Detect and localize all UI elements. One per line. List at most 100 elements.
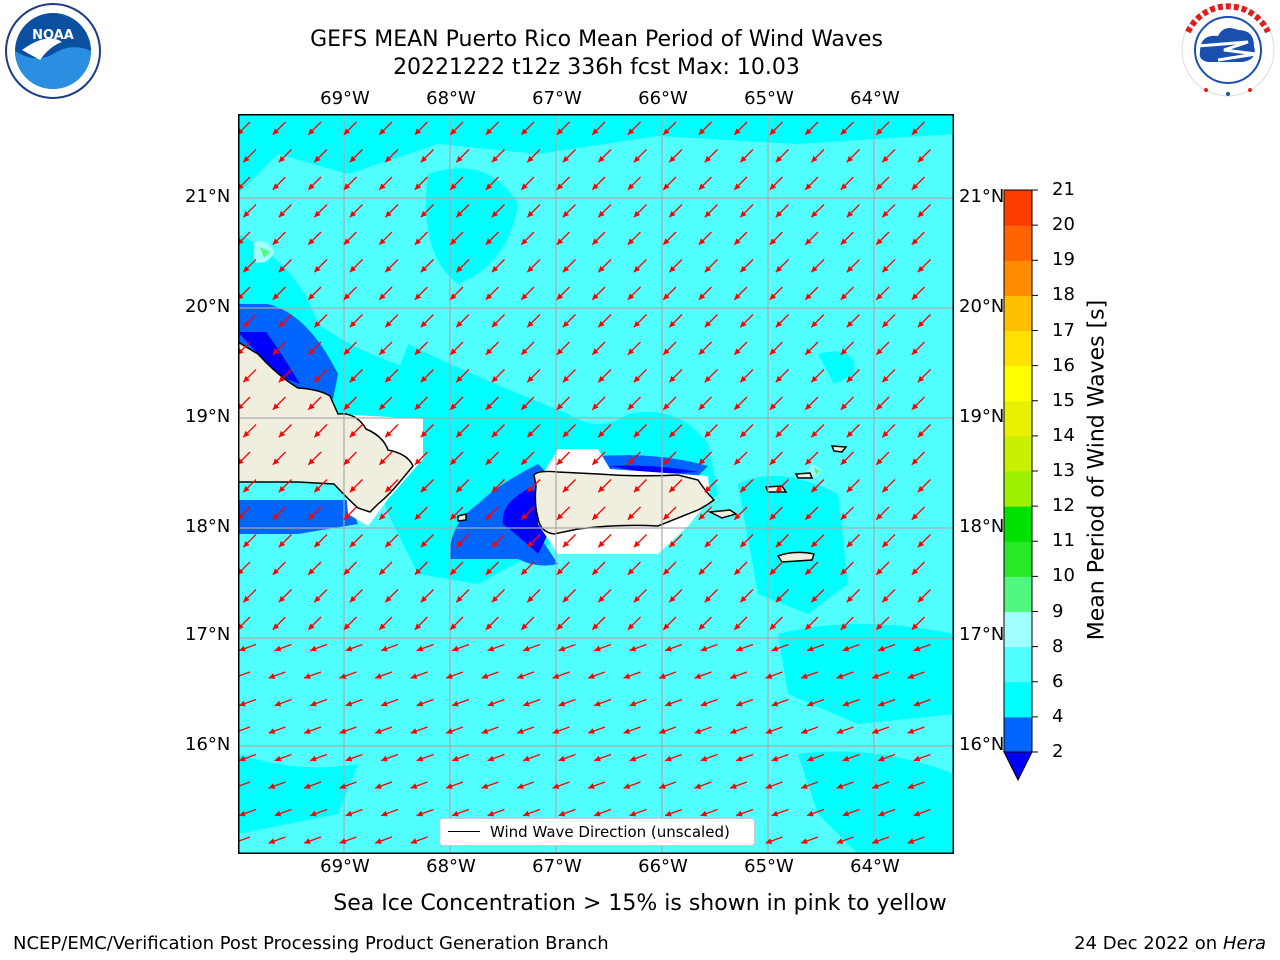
wind-wave-arrowhead (416, 700, 424, 707)
wind-wave-arrowhead (452, 645, 459, 652)
wind-wave-arrowhead (846, 210, 854, 218)
wind-wave-arrowhead (769, 348, 777, 355)
wind-wave-arrowhead (665, 755, 672, 762)
wind-wave-arrowhead (801, 728, 808, 734)
wind-wave-arrowhead (771, 810, 779, 817)
wind-wave-arrowhead (769, 238, 777, 245)
mona-island (457, 513, 467, 522)
wind-wave-arrowhead (811, 155, 818, 163)
wind-wave-arrowhead (811, 375, 818, 383)
wind-wave-arrowhead (598, 595, 605, 603)
wind-wave-arrowhead (917, 320, 925, 328)
wind-wave-arrowhead (811, 320, 818, 328)
wind-wave-arrowhead (594, 755, 601, 762)
wind-wave-arrowhead (740, 155, 747, 163)
wind-wave-arrowhead (343, 348, 351, 355)
wind-wave-arrowhead (840, 183, 848, 190)
wind-wave-arrowhead (485, 623, 493, 630)
wind-wave-arrowhead (598, 265, 605, 273)
wind-wave-arrowhead (704, 485, 712, 493)
wind-wave-arrowhead (734, 128, 741, 135)
wind-wave-arrowhead (314, 375, 321, 383)
wind-wave-arrow (238, 671, 251, 678)
wind-wave-arrowhead (917, 375, 925, 383)
wind-wave-arrowhead (450, 348, 457, 355)
colorbar-bin (1004, 330, 1032, 367)
wind-wave-arrowhead (878, 645, 885, 652)
wind-wave-arrowhead (598, 155, 605, 163)
wind-wave-arrowhead (882, 595, 889, 603)
wind-wave-arrowhead (882, 210, 889, 218)
wind-wave-arrowhead (308, 238, 315, 245)
wind-wave-arrowhead (669, 540, 676, 548)
wind-wave-arrowhead (836, 783, 844, 789)
wind-wave-arrowhead (523, 755, 530, 762)
wind-wave-arrowhead (669, 485, 676, 493)
footer-date: 24 Dec 2022 on Hera (1074, 933, 1266, 954)
wind-wave-arrowhead (243, 485, 250, 493)
lat-label-right: 20°N (959, 296, 1005, 317)
wind-wave-arrowhead (379, 293, 386, 300)
wind-wave-arrowhead (521, 568, 528, 575)
wind-wave-arrowhead (456, 375, 463, 383)
wind-wave-arrowhead (663, 293, 670, 300)
wind-wave-arrowhead (556, 293, 564, 300)
wind-wave-arrowhead (274, 645, 282, 652)
wind-wave-arrowhead (416, 810, 424, 817)
wind-wave-arrowhead (450, 293, 457, 300)
wind-wave-arrowhead (876, 623, 883, 630)
wind-wave-arrowhead (304, 673, 311, 679)
wind-wave-arrowhead (811, 540, 818, 548)
wind-wave-arrowhead (414, 183, 422, 190)
wind-wave-arrowhead (805, 623, 812, 630)
wind-wave-arrowhead (414, 568, 422, 575)
wind-wave-arrowhead (339, 673, 347, 679)
wind-wave-arrowhead (420, 430, 428, 438)
lon-label-bottom: 69°W (320, 856, 370, 877)
wind-wave-arrowhead (592, 238, 599, 245)
wind-wave-arrowhead (385, 265, 392, 273)
wind-wave-arrowhead (562, 210, 570, 218)
colorbar-title: Mean Period of Wind Waves [s] (1084, 299, 1110, 641)
wind-wave-arrow (238, 836, 251, 843)
wind-wave-arrowhead (807, 700, 814, 707)
wind-wave-arrowhead (268, 673, 276, 679)
wind-wave-arrowhead (491, 210, 499, 218)
wind-wave-arrowhead (917, 265, 925, 273)
wind-wave-arrowhead (629, 755, 637, 762)
wind-wave-arrowhead (272, 183, 280, 190)
wind-wave-arrowhead (521, 238, 528, 245)
wind-wave-arrowhead (552, 728, 560, 734)
wind-wave-arrowhead (450, 568, 457, 575)
wind-wave-arrowhead (272, 128, 280, 135)
footer-date-text: 24 Dec 2022 on (1074, 933, 1218, 954)
wind-wave-arrowhead (704, 320, 712, 328)
wind-wave-arrowhead (633, 265, 641, 273)
wind-wave-arrowhead (556, 348, 564, 355)
wind-wave-arrowhead (694, 728, 702, 734)
wind-wave-arrowhead (487, 700, 495, 707)
wind-wave-arrowhead (740, 595, 747, 603)
wind-wave-arrowhead (314, 595, 321, 603)
wind-wave-arrowhead (917, 210, 925, 218)
colorbar-bin (1004, 541, 1032, 577)
wind-wave-arrowhead (349, 320, 357, 328)
wind-wave-arrowhead (876, 128, 883, 135)
colorbar-bin (1004, 506, 1032, 542)
wind-wave-arrowhead (740, 540, 747, 548)
wind-wave-arrowhead (521, 513, 528, 520)
wind-wave-arrowhead (314, 485, 321, 493)
wind-wave-arrowhead (308, 568, 315, 575)
wind-wave-arrowhead (765, 728, 773, 734)
wind-wave-arrowhead (517, 673, 524, 679)
wind-wave-arrowhead (907, 728, 915, 734)
wind-wave-arrowhead (911, 183, 919, 190)
colorbar-bin (1004, 681, 1032, 718)
wind-wave-arrowhead (878, 810, 885, 817)
wind-wave-arrowhead (911, 128, 919, 135)
wind-wave-arrowhead (633, 155, 641, 163)
colorbar (1003, 189, 1038, 782)
wind-wave-arrowhead (278, 155, 286, 163)
hispaniola (238, 341, 414, 513)
wind-wave-arrowhead (343, 623, 351, 630)
